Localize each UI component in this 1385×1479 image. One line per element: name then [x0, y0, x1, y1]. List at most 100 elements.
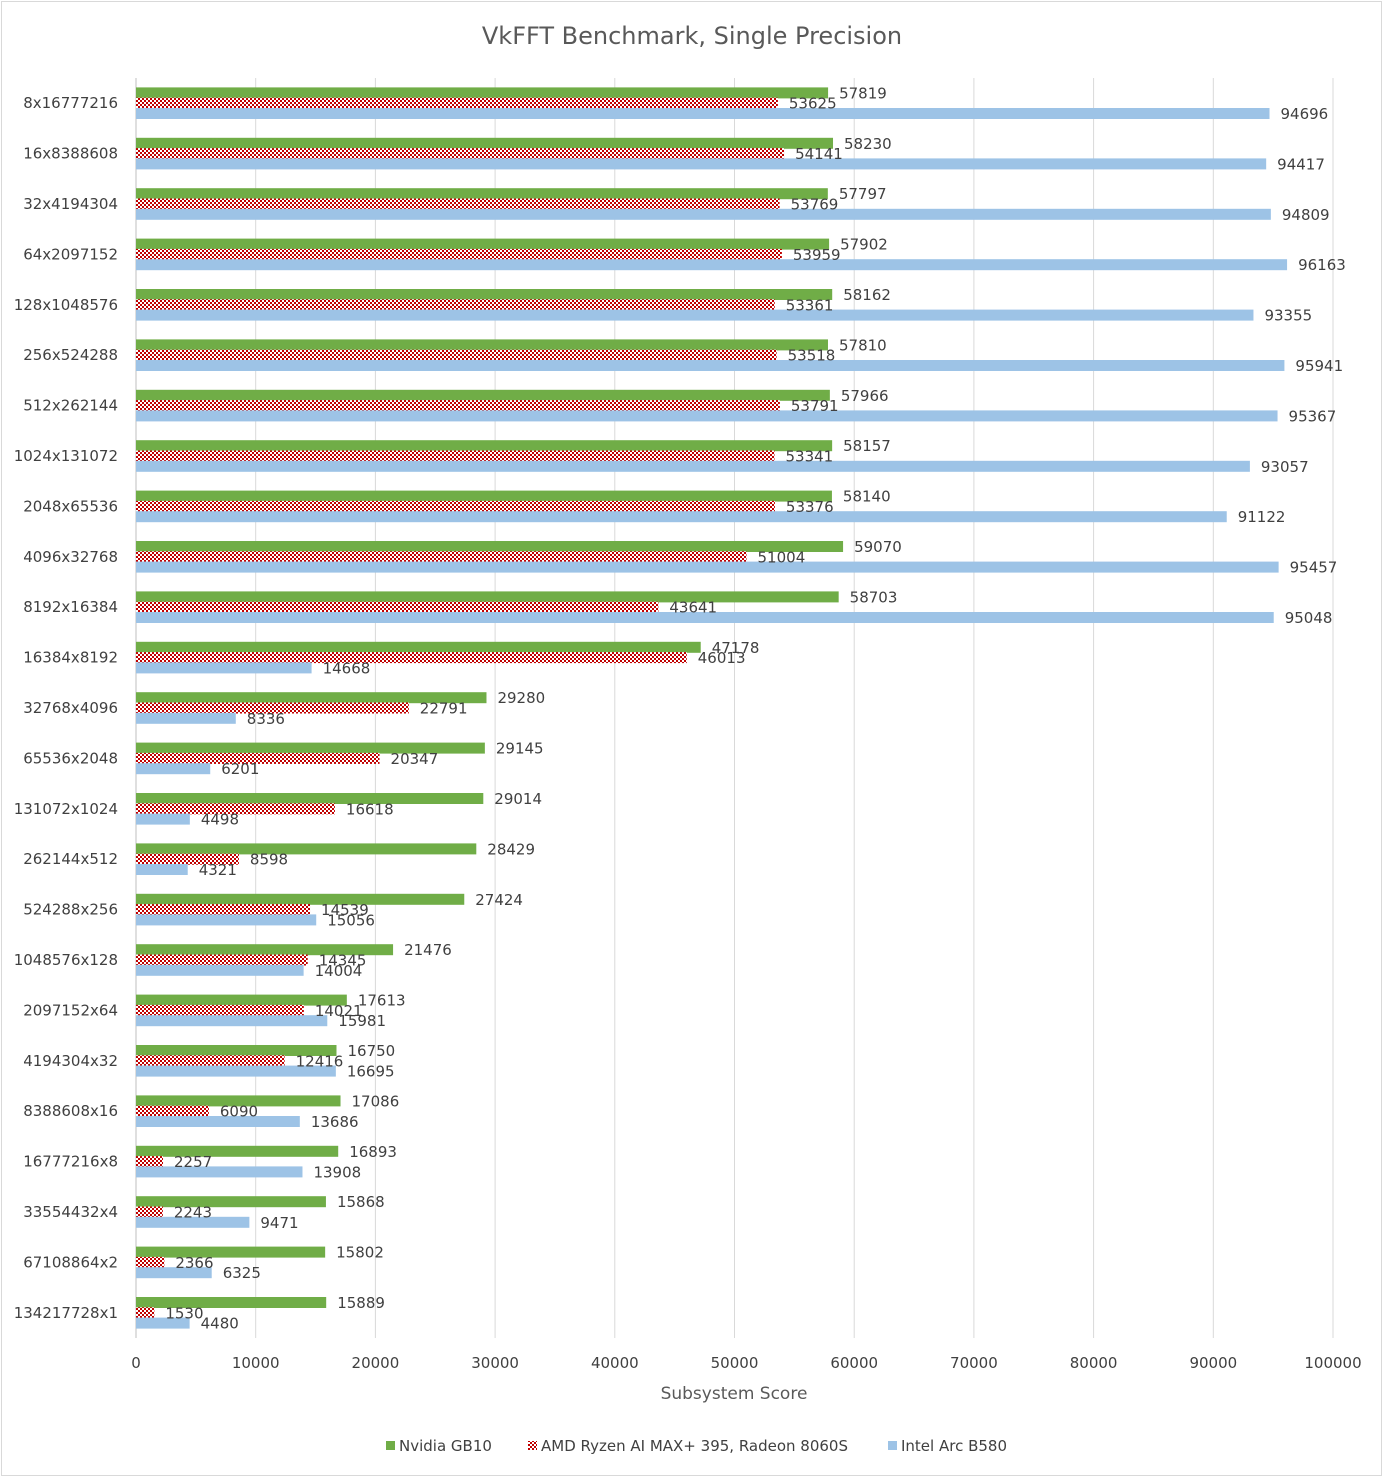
data-label: 15802 [336, 1244, 384, 1262]
x-tick-label: 30000 [471, 1354, 519, 1372]
category-label: 65536x2048 [23, 749, 118, 767]
data-label: 4321 [199, 861, 237, 879]
category-label: 2048x65536 [23, 497, 118, 515]
bar-series-2 [136, 612, 1274, 623]
data-label: 58703 [850, 588, 898, 606]
data-label: 1530 [165, 1304, 203, 1322]
bar-series-2 [136, 309, 1254, 321]
data-label: 53361 [786, 296, 834, 314]
bars-group [136, 87, 1288, 1329]
category-label: 512x262144 [23, 397, 118, 415]
bar-series-0 [136, 1297, 327, 1308]
category-label: 8192x16384 [23, 598, 118, 616]
bar-series-0 [136, 289, 833, 300]
x-tick-label: 40000 [591, 1354, 639, 1372]
data-label: 17086 [352, 1092, 400, 1110]
data-label: 91122 [1238, 508, 1286, 526]
bar-series-1 [136, 97, 778, 109]
bar-series-1 [136, 551, 747, 563]
data-label: 14345 [319, 952, 367, 970]
x-tick-label: 70000 [950, 1354, 998, 1372]
gridlines [135, 78, 1334, 1338]
data-label: 16893 [349, 1143, 397, 1161]
data-label: 14004 [315, 962, 363, 980]
data-label: 53769 [791, 196, 839, 214]
bar-series-1 [136, 500, 775, 512]
bar-series-1 [136, 853, 239, 865]
data-label: 16695 [347, 1063, 395, 1081]
data-label: 21476 [404, 941, 452, 959]
bar-series-2 [136, 158, 1267, 170]
data-label: 93355 [1264, 307, 1312, 325]
legend-entry-1: AMD Ryzen AI MAX+ 395, Radeon 8060S [541, 1437, 848, 1455]
category-label: 64x2097152 [23, 245, 118, 263]
category-label: 2097152x64 [23, 1001, 118, 1019]
category-label: 262144x512 [23, 850, 118, 868]
data-label: 6325 [223, 1264, 261, 1282]
bar-series-1 [136, 904, 311, 916]
data-label: 6201 [221, 760, 259, 778]
bar-series-0 [136, 641, 701, 653]
legend-swatch-0 [386, 1441, 395, 1450]
data-label: 57810 [839, 336, 887, 354]
category-label: 16777216x8 [23, 1153, 118, 1171]
bar-series-0 [136, 188, 828, 200]
category-labels-group: 8x16777216 16x8388608 32x4194304 64x2097152… [14, 94, 118, 1322]
bar-series-2 [136, 410, 1278, 422]
category-label: 32768x4096 [23, 699, 118, 717]
data-label: 94417 [1277, 155, 1325, 173]
bar-series-1 [136, 148, 785, 160]
x-tick-label: 90000 [1189, 1354, 1237, 1372]
data-label: 9471 [260, 1214, 298, 1232]
data-label: 17613 [358, 992, 406, 1010]
bar-series-1 [136, 1156, 164, 1168]
bar-series-2 [136, 864, 188, 875]
data-label: 57902 [840, 236, 888, 254]
bar-series-1 [136, 248, 782, 260]
category-label: 4194304x32 [23, 1052, 118, 1070]
tick-labels-group: 0 10000 20000 30000 40000 50000 60000 70000 8000… [131, 1354, 1361, 1372]
bar-series-1 [136, 601, 659, 613]
bar-series-1 [136, 954, 308, 966]
data-label: 22791 [420, 700, 468, 718]
bar-series-1 [136, 1105, 209, 1117]
bar-series-2 [136, 1267, 212, 1279]
bar-series-0 [136, 1145, 339, 1157]
x-tick-label: 60000 [830, 1354, 878, 1372]
bar-series-2 [136, 259, 1288, 271]
data-label: 54141 [795, 145, 843, 163]
bar-series-0 [136, 893, 465, 905]
data-label: 57966 [841, 387, 889, 405]
data-label: 58230 [844, 135, 892, 153]
bar-series-1 [136, 198, 780, 210]
data-label: 53518 [788, 347, 836, 365]
x-tick-label: 80000 [1070, 1354, 1118, 1372]
data-label: 58157 [843, 437, 891, 455]
legend-entry-0: Nvidia GB10 [399, 1437, 492, 1455]
data-label: 95941 [1295, 357, 1343, 375]
data-label: 95457 [1290, 559, 1338, 577]
bar-series-1 [136, 652, 687, 664]
data-label: 58140 [843, 488, 891, 506]
data-label: 95048 [1285, 609, 1333, 627]
bar-series-1 [136, 752, 380, 764]
bar-series-1 [136, 1055, 285, 1067]
data-label: 2366 [175, 1254, 213, 1272]
category-label: 1048576x128 [14, 951, 118, 969]
bar-series-2 [136, 964, 304, 976]
data-label: 51004 [758, 548, 806, 566]
bar-series-1 [136, 702, 409, 714]
data-label: 58162 [843, 286, 891, 304]
bar-series-0 [136, 692, 487, 704]
data-label: 15056 [327, 911, 375, 929]
data-label: 2243 [174, 1204, 212, 1222]
x-tick-label: 0 [131, 1354, 141, 1372]
legend-swatch-1 [528, 1441, 537, 1450]
bar-series-2 [136, 712, 236, 724]
bar-series-0 [136, 994, 347, 1006]
bar-series-1 [136, 450, 775, 462]
data-label: 53341 [785, 448, 833, 466]
data-label: 53959 [793, 246, 841, 264]
